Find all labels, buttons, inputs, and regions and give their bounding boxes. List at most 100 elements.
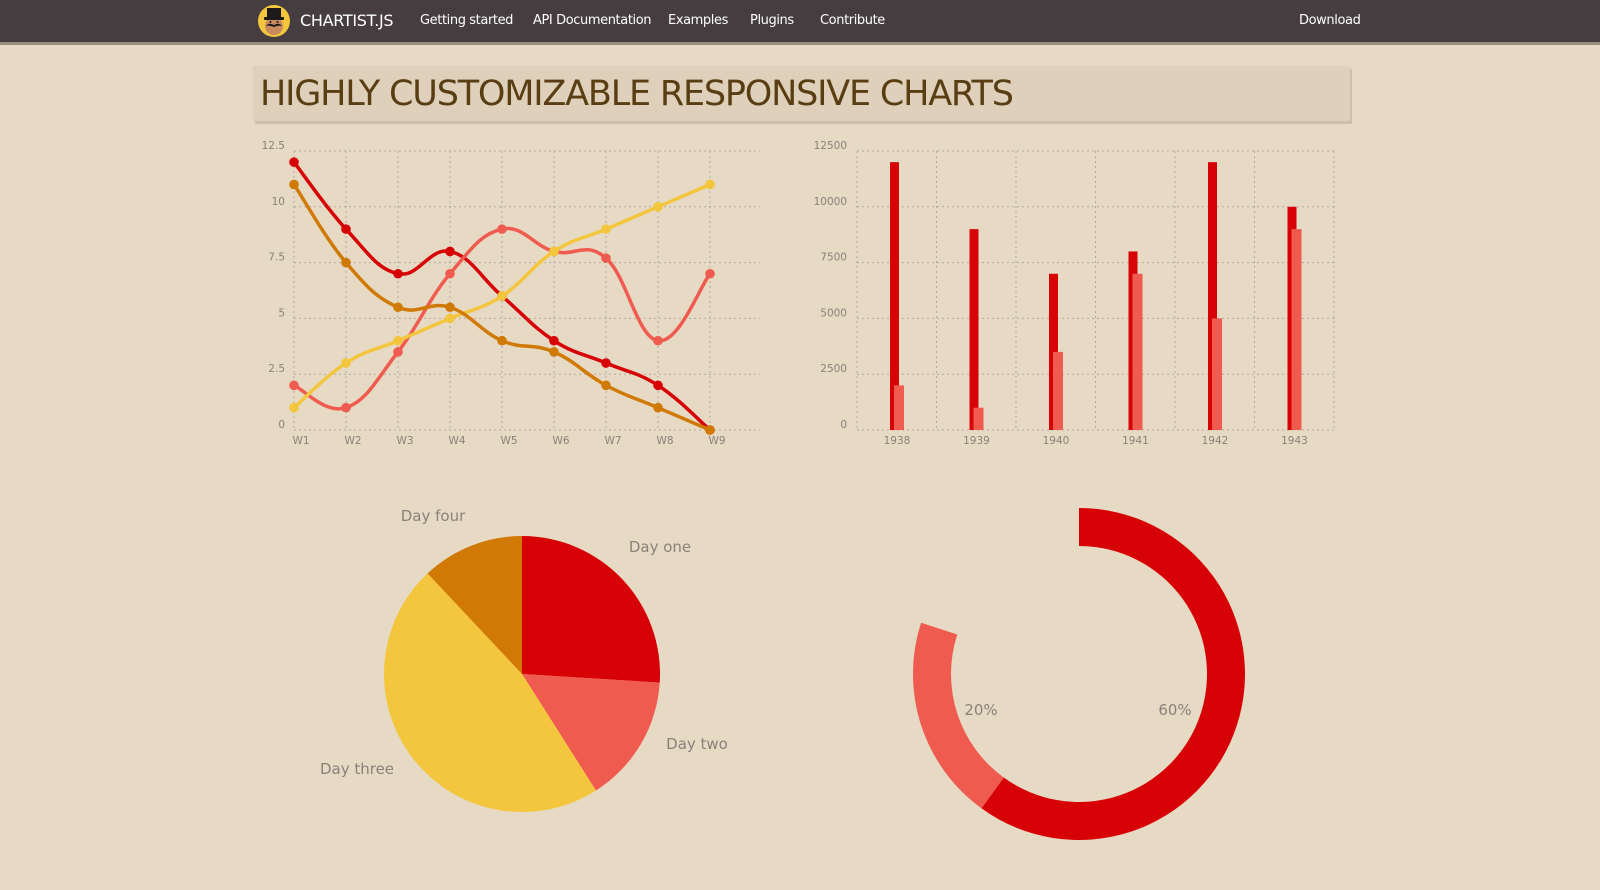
data-point bbox=[393, 302, 403, 313]
x-tick-label: 1938 bbox=[884, 435, 911, 447]
data-point bbox=[653, 335, 663, 346]
data-point bbox=[341, 358, 351, 368]
nav-examples[interactable]: Examples bbox=[668, 13, 728, 28]
top-navbar: CHARTIST.JS Getting started API Document… bbox=[0, 0, 1600, 45]
data-point bbox=[549, 246, 559, 257]
bar-series-a bbox=[1208, 162, 1217, 430]
headline-banner bbox=[253, 66, 1350, 121]
donut-label: 20% bbox=[964, 701, 997, 719]
y-tick-label: 7500 bbox=[820, 252, 847, 264]
data-point bbox=[393, 347, 403, 357]
data-point bbox=[705, 268, 715, 279]
data-point bbox=[653, 202, 663, 212]
data-point bbox=[289, 402, 299, 413]
donut-chart-group: 60% 20% bbox=[913, 508, 1245, 840]
pie-slice bbox=[522, 536, 660, 683]
data-point bbox=[497, 291, 507, 301]
line-series-series-c bbox=[289, 179, 715, 413]
donut-segment bbox=[913, 622, 1004, 809]
data-point bbox=[289, 157, 299, 167]
brand-link[interactable]: CHARTIST.JS bbox=[300, 11, 394, 30]
data-point bbox=[341, 257, 351, 268]
data-point bbox=[705, 179, 715, 190]
data-point bbox=[601, 380, 611, 391]
y-tick-label: 10 bbox=[272, 196, 285, 208]
x-tick-label: 1939 bbox=[963, 435, 990, 447]
bar-series-b bbox=[894, 385, 904, 430]
pie-label: Day one bbox=[629, 538, 691, 556]
pie-label: Day three bbox=[320, 760, 394, 778]
x-tick-label: 1941 bbox=[1122, 435, 1149, 447]
data-point bbox=[341, 224, 351, 234]
data-point bbox=[601, 224, 611, 234]
data-point bbox=[289, 380, 299, 391]
data-point bbox=[653, 402, 663, 413]
data-point bbox=[445, 313, 455, 324]
bar-series-b bbox=[1291, 229, 1302, 430]
y-tick-label: 0 bbox=[278, 419, 285, 431]
pie-slice bbox=[427, 536, 522, 674]
y-tick-label: 10000 bbox=[814, 196, 847, 208]
x-tick-label: W7 bbox=[604, 435, 621, 447]
mustache-top-hat-icon[interactable] bbox=[257, 4, 291, 38]
data-point bbox=[393, 335, 403, 346]
x-tick-label: W8 bbox=[656, 435, 673, 447]
line-chart-group: 0 2.5 5 7.5 10 12.5 W1 W2 W3 W4 W5 W6 W7 W8 W9 bbox=[262, 140, 760, 447]
data-point bbox=[445, 302, 455, 313]
data-point bbox=[445, 246, 455, 257]
nav-getting-started[interactable]: Getting started bbox=[420, 13, 514, 28]
pie-label: Day two bbox=[666, 735, 728, 753]
series-line bbox=[292, 182, 712, 432]
nav-api-documentation[interactable]: API Documentation bbox=[533, 13, 652, 28]
y-tick-label: 0 bbox=[840, 419, 847, 431]
nav-contribute[interactable]: Contribute bbox=[820, 13, 885, 28]
x-tick-label: W4 bbox=[448, 435, 465, 447]
data-point bbox=[497, 224, 507, 234]
donut-segment bbox=[981, 508, 1245, 840]
x-tick-label: 1942 bbox=[1202, 435, 1229, 447]
bar-series-b bbox=[1053, 351, 1063, 430]
y-tick-label: 5 bbox=[278, 307, 285, 319]
page-title: HIGHLY CUSTOMIZABLE RESPONSIVE CHARTS bbox=[260, 74, 1014, 114]
data-point bbox=[705, 425, 715, 435]
pie-slice bbox=[522, 674, 660, 791]
x-tick-label: W6 bbox=[552, 435, 569, 447]
y-tick-label: 2500 bbox=[820, 363, 847, 375]
x-tick-label: W3 bbox=[396, 435, 413, 447]
x-tick-label: W2 bbox=[344, 435, 361, 447]
line-series-series-d bbox=[289, 179, 715, 435]
x-tick-label: W9 bbox=[708, 435, 725, 447]
data-point bbox=[601, 253, 611, 263]
x-tick-label: W5 bbox=[500, 435, 517, 447]
bar-series-b bbox=[973, 407, 984, 430]
x-tick-label: W1 bbox=[292, 435, 309, 447]
y-tick-label: 2.5 bbox=[268, 363, 285, 375]
x-tick-label: 1940 bbox=[1043, 435, 1070, 447]
y-tick-label: 12.5 bbox=[262, 140, 285, 152]
data-point bbox=[653, 380, 663, 391]
data-point bbox=[341, 402, 351, 413]
bar-series-b bbox=[1212, 318, 1222, 430]
bar-series-a bbox=[969, 229, 979, 430]
pie-label: Day four bbox=[401, 507, 466, 525]
data-point bbox=[497, 335, 507, 346]
nav-download[interactable]: Download bbox=[1299, 13, 1361, 28]
data-point bbox=[393, 268, 403, 279]
pie-slice bbox=[383, 573, 596, 812]
bar-chart-group: 0 2500 5000 7500 10000 12500 1938 1939 1940 1941 1… bbox=[814, 140, 1335, 447]
y-tick-label: 5000 bbox=[820, 307, 847, 319]
y-tick-label: 12500 bbox=[814, 140, 847, 152]
data-point bbox=[549, 335, 559, 346]
nav-plugins[interactable]: Plugins bbox=[750, 13, 794, 28]
data-point bbox=[549, 347, 559, 357]
pie-chart-group: Day one Day two Day three Day four bbox=[320, 507, 728, 812]
bar-series-a bbox=[890, 162, 899, 430]
donut-label: 60% bbox=[1158, 701, 1191, 719]
y-tick-label: 7.5 bbox=[268, 252, 285, 264]
data-point bbox=[289, 179, 299, 190]
x-tick-label: 1943 bbox=[1281, 435, 1308, 447]
bar-series-b bbox=[1132, 273, 1143, 430]
data-point bbox=[601, 358, 611, 368]
data-point bbox=[445, 268, 455, 279]
